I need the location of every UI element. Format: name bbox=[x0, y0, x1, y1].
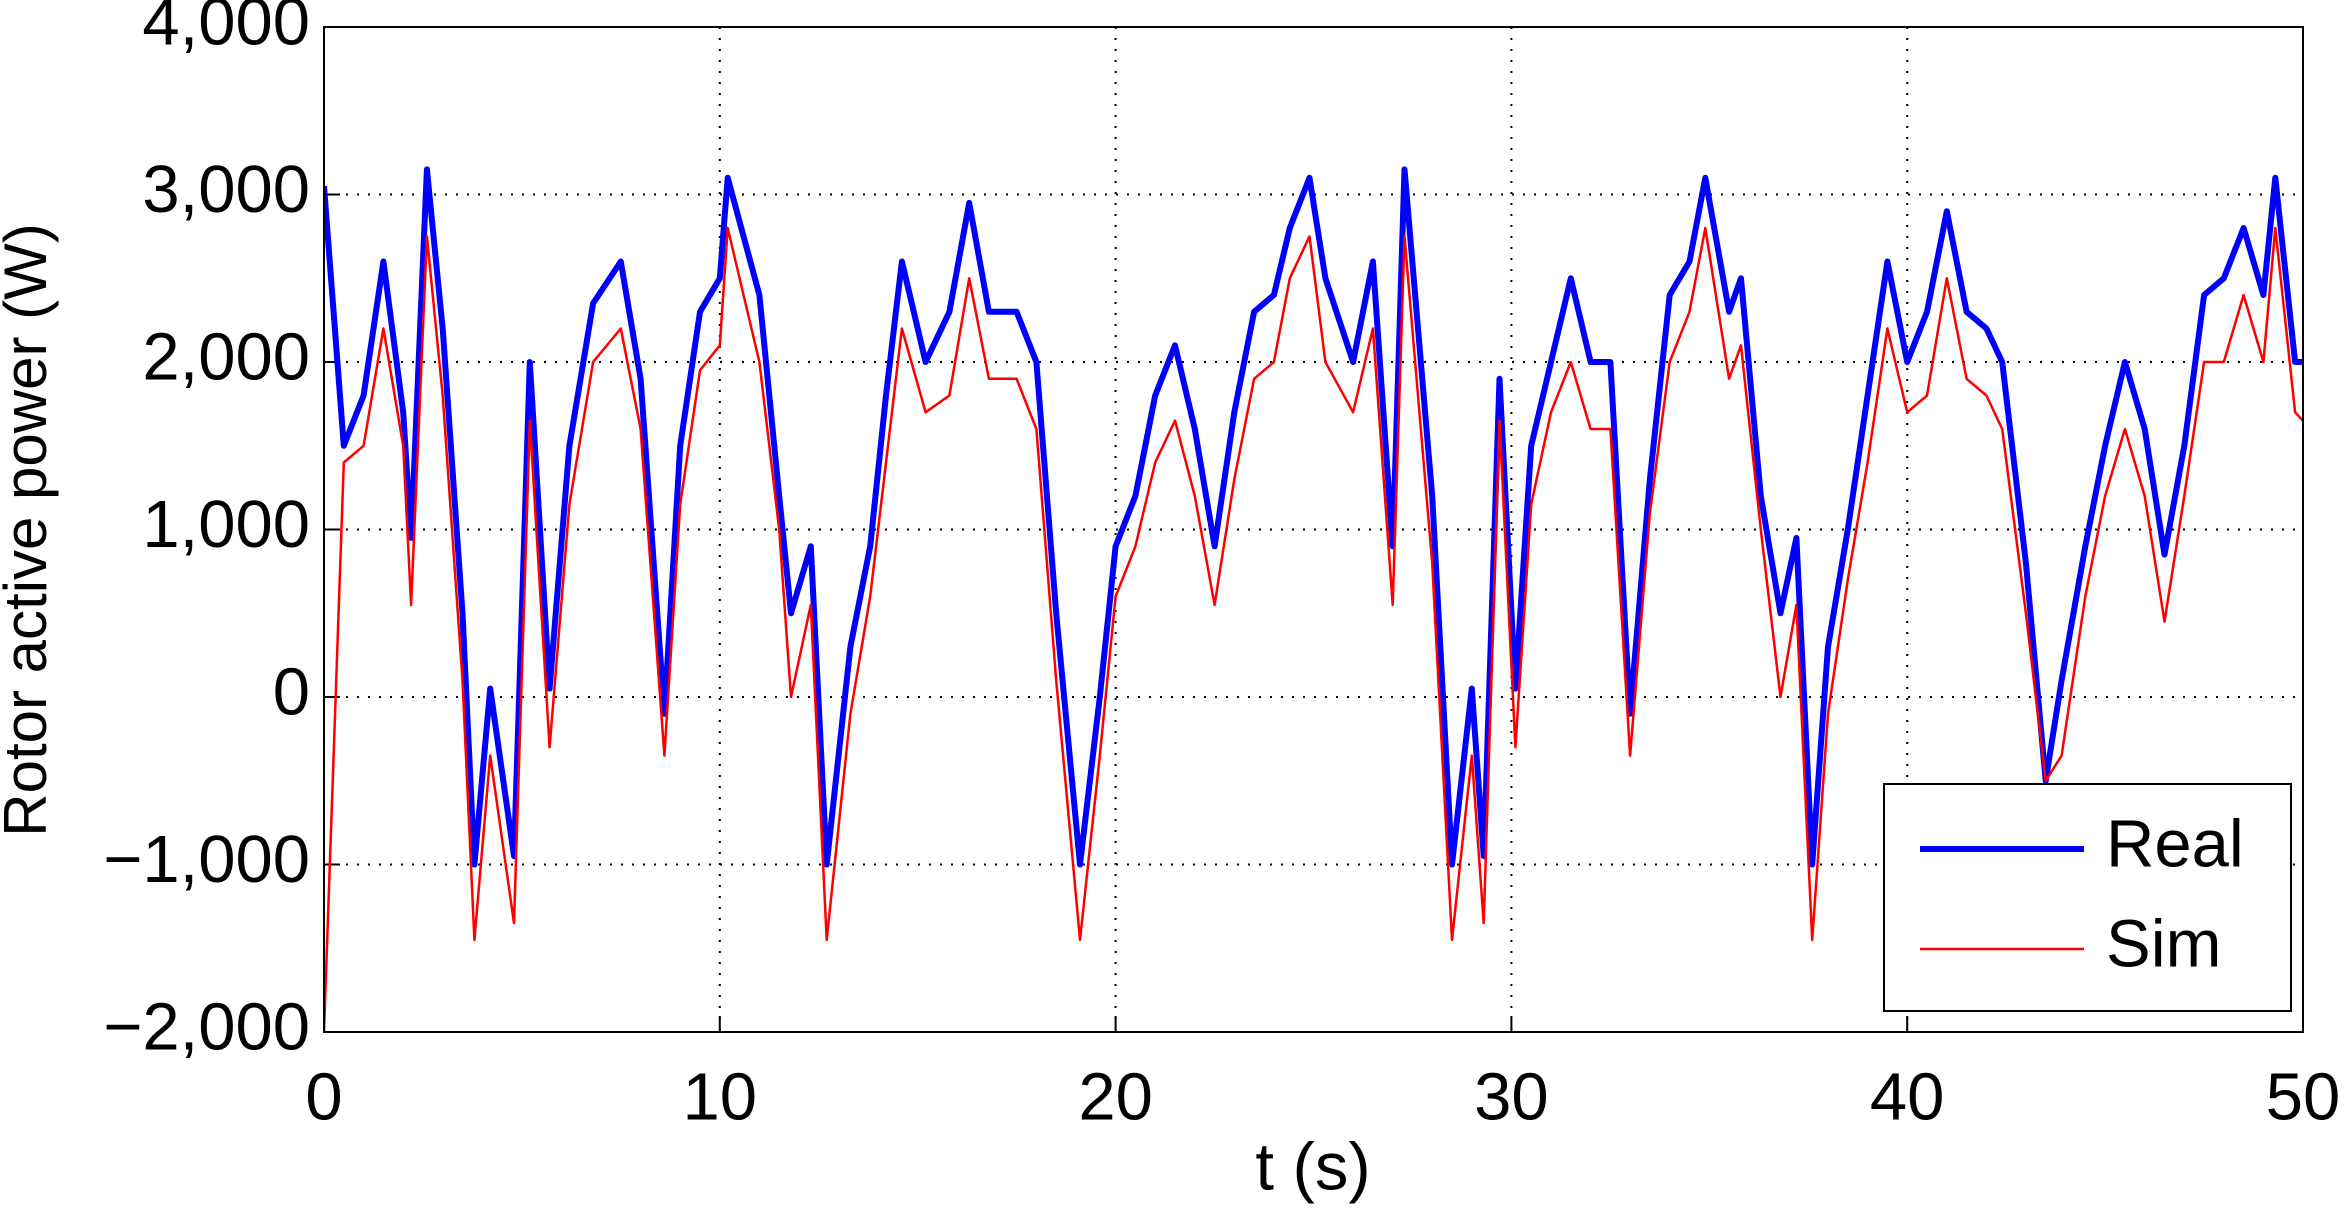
x-tick-label: 0 bbox=[305, 1060, 342, 1135]
legend-label: Real bbox=[2106, 807, 2244, 882]
data-line bbox=[324, 166, 2303, 868]
legend-box bbox=[1883, 783, 2292, 1012]
y-tick-label: 3,000 bbox=[142, 152, 310, 227]
x-tick-label: 20 bbox=[1078, 1060, 1153, 1135]
y-axis-label: Rotor active power (W) bbox=[0, 223, 59, 836]
x-tick-label: 10 bbox=[683, 1060, 758, 1135]
data-line bbox=[324, 226, 2303, 1032]
y-tick-label: −2,000 bbox=[103, 990, 310, 1065]
y-tick-label: 4,000 bbox=[142, 0, 310, 60]
x-tick-label: 50 bbox=[2266, 1060, 2341, 1135]
x-tick-label: 30 bbox=[1474, 1060, 1549, 1135]
x-tick-label: 40 bbox=[1870, 1060, 1945, 1135]
y-tick-label: 2,000 bbox=[142, 320, 310, 395]
y-tick-label: 1,000 bbox=[142, 487, 310, 562]
legend-label: Sim bbox=[2106, 907, 2221, 982]
y-tick-label: −1,000 bbox=[103, 822, 310, 897]
plot-frame bbox=[323, 26, 2304, 1033]
x-axis-label: t (s) bbox=[1255, 1130, 1370, 1205]
y-tick-label: 0 bbox=[273, 655, 310, 730]
